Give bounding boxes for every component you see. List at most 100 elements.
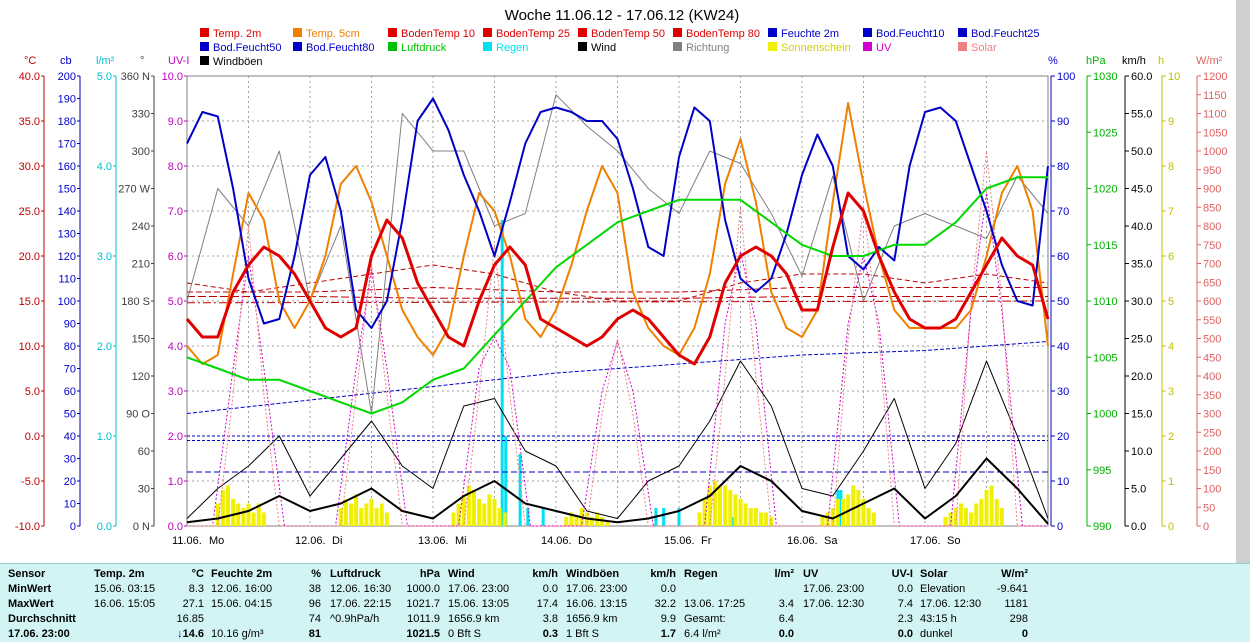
stats-cell-value: 16.85 (176, 613, 204, 625)
axis-tick-right: 10 (1057, 476, 1069, 488)
axis-tick-left: 170 (58, 139, 76, 151)
bar-sonnenschein (564, 517, 569, 526)
stats-labels: Sensor MinWert MaxWert Durchschnitt 17.0… (8, 567, 88, 642)
bar-sonnenschein (364, 503, 369, 526)
stats-column-unit: % (311, 568, 321, 580)
bar-sonnenschein (605, 521, 610, 526)
bar-sonnenschein (958, 503, 963, 526)
bar-sonnenschein (871, 512, 876, 526)
bar-sonnenschein (569, 512, 574, 526)
stats-cell-value: 38 (308, 583, 321, 595)
axis-tick-left: 2.0 (97, 341, 112, 353)
stats-cell-context: 16.06. 13:15 (566, 598, 628, 610)
axis-tick-left: 3.0 (168, 386, 183, 398)
axis-tick-left: 330 (132, 109, 150, 121)
stats-cell-context: 43:15 h (920, 613, 957, 625)
bar-regen (541, 508, 545, 526)
axis-tick-left: 120 (132, 371, 150, 383)
axis-tick-left: 40 (64, 431, 76, 443)
stats-column-temp-2m: Temp. 2m °C 15.06. 03:15 8.3 16.06. 15:05 27.… (94, 567, 206, 642)
axis-tick-right: 1150 (1203, 90, 1227, 102)
bar-regen (526, 508, 530, 526)
axis-tick-right: 10 (1168, 71, 1180, 83)
axis-unit-right: % (1048, 55, 1058, 67)
axis-tick-left: 9.0 (168, 116, 183, 128)
axis-tick-left: 190 (58, 94, 76, 106)
legend-swatch (388, 42, 397, 51)
axis-tick-left: 7.0 (168, 206, 183, 218)
bar-sonnenschein (261, 512, 266, 526)
bar-sonnenschein (979, 499, 984, 526)
legend-swatch (673, 28, 682, 37)
stats-row: 1656.9 km 3.8 (448, 612, 560, 627)
legend-swatch (958, 28, 967, 37)
x-label-day: Do (578, 535, 592, 547)
axis-tick-right: 450 (1203, 352, 1221, 364)
legend-label: UV (876, 42, 892, 54)
stats-cell-value: 1.7 (660, 628, 676, 640)
axis-tick-left: 10.0 (162, 71, 183, 83)
axis-tick-left: 140 (58, 206, 76, 218)
stats-column-regen: Regen l/m² 13.06. 17:25 3.4 Gesamt: 6.4 6.4 l/… (684, 567, 796, 642)
legend-swatch (200, 42, 209, 51)
axis-tick-left: -5.0 (21, 476, 40, 488)
stats-cell-context: 0 Bft S (448, 628, 482, 640)
legend-swatch (673, 42, 682, 51)
x-label-day: Mo (209, 535, 224, 547)
stats-cell-value: 0.0 (897, 583, 913, 595)
bar-sonnenschein (835, 499, 840, 526)
stats-row: 6.4 l/m² 0.0 (684, 627, 796, 642)
stats-column-title: Luftdruck (330, 568, 381, 580)
bar-sonnenschein (374, 508, 379, 526)
axis-tick-left: 70 (64, 364, 76, 376)
stats-row: 43:15 h 298 (920, 612, 1030, 627)
axis-tick-left: 8.0 (168, 161, 183, 173)
axis-tick-left: 60 (64, 386, 76, 398)
series-lines (185, 94, 1050, 527)
axis-tick-left: 4.0 (168, 341, 183, 353)
stats-cell-value: 81 (308, 628, 321, 640)
legend-swatch (578, 28, 587, 37)
series-luftdruck (186, 176, 1048, 415)
axis-tick-left: 20 (64, 476, 76, 488)
bar-sonnenschein (497, 508, 502, 526)
axis-tick-left: 120 (58, 251, 76, 263)
stats-row: Gesamt: 6.4 (684, 612, 796, 627)
bar-sonnenschein (338, 508, 343, 526)
bar-sonnenschein (461, 494, 466, 526)
bar-sonnenschein (733, 494, 738, 526)
legend-label: Regen (496, 42, 528, 54)
stats-cell-value: 96 (308, 598, 321, 610)
axis-tick-right: 8 (1168, 161, 1174, 173)
trend-arrow-icon: ↓ (177, 628, 183, 640)
axis-tick-right: 60 (1057, 251, 1069, 263)
stats-row: 15.06. 03:15 8.3 (94, 582, 206, 597)
stats-label-current: 17.06. 23:00 (8, 628, 70, 640)
stats-row: 1021.5 (330, 627, 442, 642)
axis-tick-left: 5.0 (25, 386, 40, 398)
axis-tick-left: 240 (132, 221, 150, 233)
stats-row: 12.06. 16:30 1000.0 (330, 582, 442, 597)
axis-tick-left: 2.0 (168, 431, 183, 443)
stats-cell-value: 298 (1009, 613, 1028, 625)
axis-tick-right: 100 (1057, 71, 1075, 83)
axis-tick-left: 0.0 (168, 521, 183, 533)
legend-label: Richtung (686, 42, 729, 54)
axis-tick-left: 200 (58, 71, 76, 83)
x-label-day: So (947, 535, 960, 547)
axis-tick-left: 15.0 (19, 296, 40, 308)
legend-swatch (483, 42, 492, 51)
series-bodentemp-10 (186, 264, 1049, 302)
axis-tick-left: 60 (138, 446, 150, 458)
legend-label: BodenTemp 10 (401, 28, 475, 40)
bar-sonnenschein (492, 499, 497, 526)
legend-swatch (388, 28, 397, 37)
axis-tick-left: 80 (64, 341, 76, 353)
axis-tick-right: 60.0 (1131, 71, 1152, 83)
bar-sonnenschein (502, 512, 507, 526)
axis-tick-left: 3.0 (97, 251, 112, 263)
axis-tick-left: 10 (64, 499, 76, 511)
axis-tick-right: 50.0 (1131, 146, 1152, 158)
stats-row: 0 Bft S 0.3 (448, 627, 560, 642)
series-windb-en (186, 360, 1049, 519)
